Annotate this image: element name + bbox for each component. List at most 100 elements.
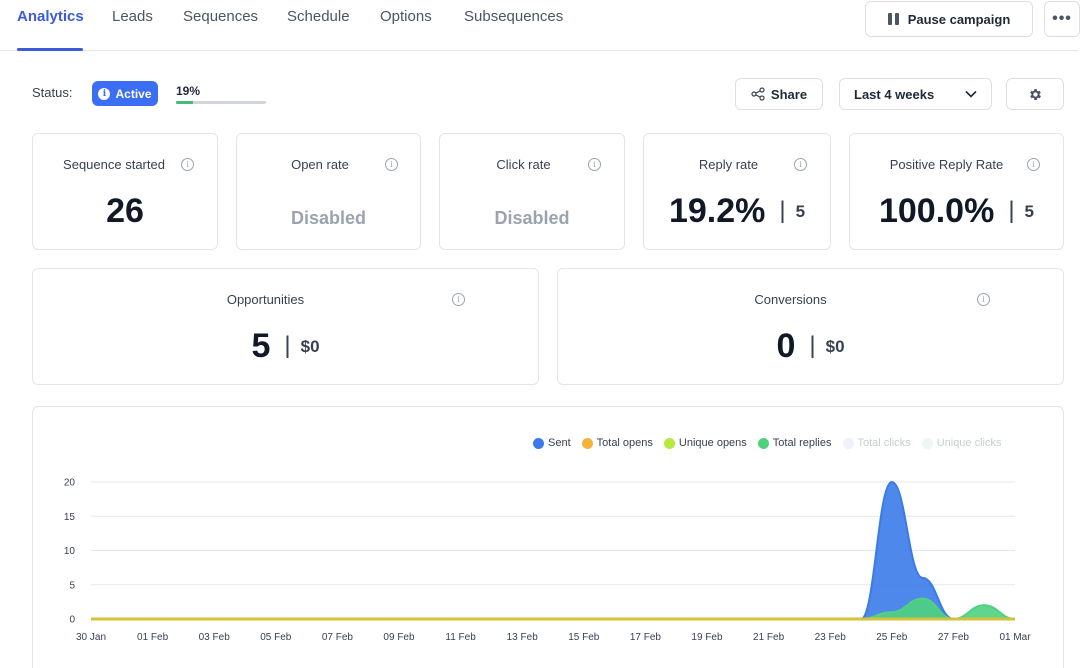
tab-analytics[interactable]: Analytics: [17, 8, 84, 25]
share-label: Share: [770, 86, 808, 102]
x-tick-label: 27 Feb: [938, 632, 970, 643]
y-tick-label: 0: [69, 615, 75, 626]
card-title: Open rate: [291, 157, 349, 172]
legend-dot: [533, 437, 544, 449]
card-value: 0 | $0: [776, 327, 845, 365]
chart-plot: 0 5 10 15 20 30 Jan 01 Feb 03 Feb 05 Feb 07 Feb 09…: [64, 478, 1031, 644]
legend-label: Unique opens: [678, 437, 747, 449]
chevron-down-icon: [965, 90, 977, 98]
more-options-button[interactable]: •••: [1044, 1, 1080, 37]
legend-label: Total opens: [596, 437, 653, 449]
legend-dot: [757, 437, 769, 449]
card-value: 19.2% | 5: [668, 192, 806, 230]
legend-item-unique-opens[interactable]: Unique opens: [663, 437, 747, 449]
status-badge[interactable]: i Active: [92, 81, 158, 106]
y-tick-label: 20: [64, 478, 76, 489]
info-icon[interactable]: i: [181, 158, 194, 171]
pause-icon: [887, 13, 899, 25]
positive-reply-rate-value: 100.0%: [878, 192, 995, 230]
card-title: Conversions: [754, 292, 827, 307]
card-value: 5 | $0: [251, 327, 320, 365]
share-button[interactable]: Share: [735, 78, 823, 110]
progress-bar: [176, 101, 266, 104]
x-tick-label: 13 Feb: [507, 632, 539, 643]
x-tick-label: 30 Jan: [76, 632, 106, 643]
card-reply-rate: Reply rate i 19.2% | 5: [643, 133, 831, 250]
card-conversions: Conversions i 0 | $0: [557, 268, 1064, 385]
info-icon[interactable]: i: [452, 293, 465, 306]
tab-schedule[interactable]: Schedule: [287, 8, 350, 25]
legend-item-total-clicks[interactable]: Total clicks: [842, 437, 911, 449]
progress-fill: [176, 101, 194, 104]
pause-campaign-button[interactable]: Pause campaign: [865, 1, 1033, 37]
chart-legend: Sent Total opens Unique opens Total repl…: [533, 437, 1013, 449]
legend-label: Unique clicks: [936, 437, 1002, 449]
x-tick-label: 03 Feb: [199, 632, 231, 643]
tab-options[interactable]: Options: [380, 8, 432, 25]
info-icon[interactable]: i: [794, 158, 807, 171]
card-opportunities: Opportunities i 5 | $0: [32, 268, 539, 385]
legend-label: Sent: [548, 437, 571, 449]
card-click-rate: Click rate i Disabled: [439, 133, 625, 250]
more-icon: •••: [1052, 10, 1072, 27]
x-tick-label: 25 Feb: [876, 632, 908, 643]
legend-item-total-replies[interactable]: Total replies: [757, 437, 832, 449]
x-tick-label: 19 Feb: [691, 632, 723, 643]
card-value: 100.0% | 5: [878, 192, 1035, 230]
conversions-value: 0: [776, 327, 796, 365]
card-open-rate: Open rate i Disabled: [236, 133, 421, 250]
reply-count: 5: [795, 202, 806, 221]
x-tick-label: 09 Feb: [383, 632, 415, 643]
x-tick-label: 21 Feb: [753, 632, 785, 643]
reply-rate-value: 19.2%: [668, 192, 766, 230]
legend-dot: [663, 437, 675, 449]
status-label: Status:: [32, 85, 73, 100]
x-tick-label: 01 Mar: [999, 632, 1031, 643]
gear-icon: [1029, 88, 1041, 100]
card-title: Reply rate: [698, 157, 759, 172]
pause-campaign-label: Pause campaign: [907, 11, 1011, 27]
positive-reply-count: 5: [1024, 202, 1035, 221]
legend-item-total-opens[interactable]: Total opens: [581, 437, 653, 449]
active-tab-indicator: [17, 48, 83, 51]
opportunities-amount: $0: [300, 337, 320, 356]
legend-item-unique-clicks[interactable]: Unique clicks: [921, 437, 1002, 449]
card-title: Opportunities: [226, 292, 305, 307]
card-value: Disabled: [494, 208, 570, 228]
progress-percent: 19%: [176, 84, 201, 98]
legend-item-sent[interactable]: Sent: [533, 437, 571, 449]
series-area-total-replies: [91, 598, 1015, 619]
y-tick-label: 15: [64, 512, 76, 523]
x-tick-label: 01 Feb: [137, 632, 169, 643]
tab-bar: Analytics Leads Sequences Schedule Optio…: [0, 0, 1078, 51]
info-icon[interactable]: i: [385, 158, 398, 171]
date-range-label: Last 4 weeks: [854, 86, 935, 102]
info-icon[interactable]: i: [588, 158, 601, 171]
tab-subsequences[interactable]: Subsequences: [464, 8, 564, 25]
card-sequence-started: Sequence started i 26: [32, 133, 218, 250]
y-tick-label: 5: [69, 580, 75, 591]
card-value: Disabled: [290, 208, 367, 228]
x-tick-label: 15 Feb: [568, 632, 600, 643]
conversions-amount: $0: [825, 337, 845, 356]
legend-dot: [921, 437, 933, 449]
share-icon: [751, 87, 765, 101]
x-tick-label: 07 Feb: [322, 632, 354, 643]
tab-sequences[interactable]: Sequences: [183, 8, 259, 25]
card-title: Click rate: [496, 157, 551, 172]
settings-button[interactable]: [1006, 78, 1064, 110]
x-tick-label: 17 Feb: [630, 632, 662, 643]
card-title: Positive Reply Rate: [889, 157, 1004, 172]
info-icon[interactable]: i: [1027, 158, 1040, 171]
status-badge-label: Active: [115, 86, 152, 101]
x-tick-label: 23 Feb: [815, 632, 847, 643]
date-range-select[interactable]: Last 4 weeks: [839, 78, 992, 110]
card-positive-reply-rate: Positive Reply Rate i 100.0% | 5: [849, 133, 1064, 250]
y-tick-label: 10: [64, 546, 76, 557]
x-tick-label: 11 Feb: [445, 632, 476, 643]
info-icon: i: [98, 87, 111, 100]
tab-leads[interactable]: Leads: [112, 8, 153, 25]
card-title: Sequence started: [63, 157, 165, 172]
legend-dot: [842, 437, 854, 449]
info-icon[interactable]: i: [977, 293, 990, 306]
